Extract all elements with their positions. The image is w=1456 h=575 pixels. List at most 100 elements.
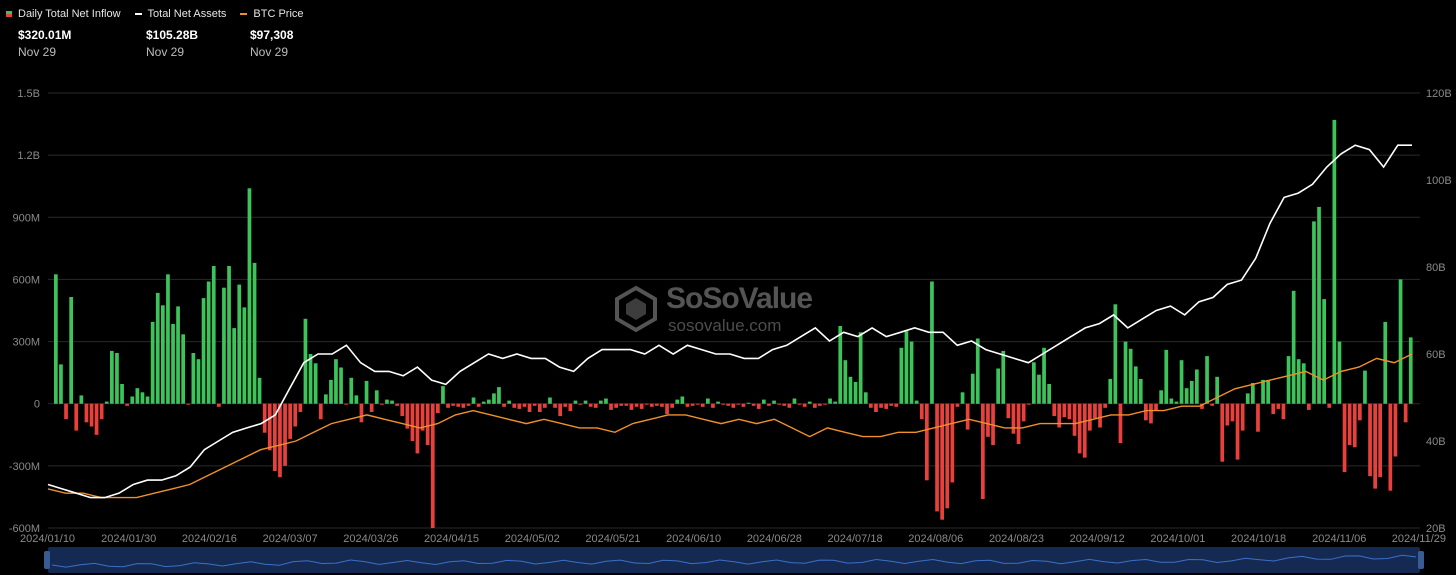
inflow-bar bbox=[329, 379, 333, 404]
inflow-bar bbox=[700, 403, 705, 407]
inflow-bar bbox=[777, 403, 781, 405]
inflow-bar bbox=[1388, 403, 1393, 491]
x-axis-tick: 2024/05/21 bbox=[585, 533, 640, 545]
inflow-bar bbox=[171, 324, 175, 404]
inflow-bar bbox=[1108, 378, 1113, 404]
inflow-bar bbox=[150, 321, 155, 404]
inflow-bar bbox=[456, 403, 461, 407]
inflow-bar bbox=[553, 403, 557, 408]
inflow-bar bbox=[1378, 403, 1382, 478]
inflow-bar bbox=[130, 396, 135, 404]
price-readout: $97,308 Nov 29 bbox=[250, 28, 293, 59]
inflow-bar bbox=[1077, 403, 1082, 454]
inflow-bar bbox=[110, 350, 114, 404]
x-axis-tick: 2024/10/01 bbox=[1150, 533, 1205, 545]
inflow-bar bbox=[1220, 403, 1225, 462]
inflow-bar bbox=[227, 266, 231, 404]
inflow-bar bbox=[894, 403, 899, 407]
inflow-bar bbox=[1312, 221, 1316, 404]
inflow-bar bbox=[1200, 403, 1204, 409]
inflow-bar bbox=[436, 403, 440, 413]
inflow-bar bbox=[1251, 383, 1255, 404]
btc-price-line bbox=[47, 353, 1413, 499]
inflow-bar bbox=[1021, 403, 1026, 422]
inflow-bar bbox=[833, 401, 837, 404]
inflow-bar bbox=[1240, 403, 1245, 431]
assets-value: $105.28B bbox=[146, 28, 199, 42]
inflow-bar bbox=[660, 403, 664, 407]
inflow-bar bbox=[211, 266, 216, 404]
inflow-bar bbox=[1057, 403, 1062, 428]
left-axis-tick: -300M bbox=[9, 461, 40, 473]
x-axis-tick: 2024/01/30 bbox=[101, 533, 156, 545]
inflow-bar bbox=[420, 403, 425, 431]
inflow-bar bbox=[380, 403, 384, 405]
inflow-bar bbox=[558, 403, 562, 417]
inflow-bar bbox=[1006, 403, 1011, 419]
inflow-bar bbox=[537, 403, 542, 412]
inflow-bar bbox=[1291, 290, 1296, 404]
navigator-track[interactable] bbox=[48, 547, 1420, 573]
inflow-bar bbox=[257, 377, 262, 404]
inflow-bar bbox=[807, 401, 812, 404]
inflow-bar bbox=[359, 403, 364, 423]
inflow-bar bbox=[797, 403, 802, 405]
x-axis-tick: 2024/08/23 bbox=[989, 533, 1044, 545]
range-navigator[interactable] bbox=[44, 547, 1424, 573]
inflow-bar bbox=[975, 338, 980, 404]
right-axis-labels: 120B 100B 80B 60B 40B 20B bbox=[1426, 88, 1452, 535]
inflow-bar bbox=[619, 403, 624, 406]
inflow-bar bbox=[1205, 356, 1209, 404]
inflow-bar bbox=[273, 403, 277, 471]
inflow-bar bbox=[746, 402, 751, 404]
inflow-bar bbox=[324, 394, 328, 404]
inflow-bar bbox=[507, 400, 511, 404]
inflow-bar bbox=[889, 403, 894, 406]
navigator-left-handle[interactable] bbox=[44, 551, 50, 569]
inflow-bar bbox=[772, 400, 776, 404]
inflow-bar bbox=[711, 403, 715, 408]
assets-readout: $105.28B Nov 29 bbox=[146, 28, 198, 59]
inflow-bar bbox=[665, 403, 669, 415]
inflow-bar bbox=[690, 403, 695, 406]
inflow-bar bbox=[517, 403, 522, 409]
inflow-bar bbox=[960, 392, 965, 404]
inflow-bar bbox=[1011, 403, 1016, 434]
inflow-bar bbox=[1347, 403, 1352, 446]
inflow-bar bbox=[1281, 403, 1286, 420]
inflow-bar bbox=[390, 400, 394, 404]
inflow-bar bbox=[166, 274, 170, 404]
right-axis-tick: 40B bbox=[1426, 436, 1446, 448]
inflow-bar bbox=[400, 403, 405, 417]
value-readout: $320.01M Nov 29 $105.28B Nov 29 $97,308 … bbox=[18, 28, 438, 62]
inflow-bar bbox=[1047, 384, 1051, 404]
watermark-url: sosovalue.com bbox=[668, 316, 782, 335]
x-axis-tick: 2024/11/06 bbox=[1312, 533, 1366, 545]
inflow-bar bbox=[634, 403, 639, 407]
inflow-bar bbox=[191, 353, 196, 404]
legend-item-assets[interactable]: Total Net Assets bbox=[134, 8, 226, 20]
inflow-bar bbox=[1082, 403, 1087, 458]
inflow-bar bbox=[945, 403, 950, 509]
inflow-bar bbox=[609, 403, 613, 410]
inflow-bar bbox=[863, 392, 868, 404]
chart-legend: Daily Total Net Inflow Total Net Assets … bbox=[6, 8, 318, 20]
inflow-bars bbox=[54, 119, 1413, 528]
inflow-bar bbox=[731, 403, 736, 408]
inflow-bar bbox=[1113, 304, 1118, 404]
legend-item-price[interactable]: BTC Price bbox=[240, 8, 304, 20]
inflow-bar bbox=[1052, 403, 1057, 417]
inflow-bar bbox=[680, 396, 685, 404]
inflow-bar bbox=[339, 367, 343, 404]
inflow-bar bbox=[624, 403, 629, 406]
inflow-bar bbox=[981, 403, 985, 499]
x-axis-tick: 2024/10/18 bbox=[1231, 533, 1286, 545]
navigator-right-handle[interactable] bbox=[1418, 551, 1424, 569]
inflow-bar bbox=[751, 403, 756, 406]
legend-item-inflow[interactable]: Daily Total Net Inflow bbox=[6, 8, 121, 20]
inflow-bar bbox=[99, 403, 104, 420]
inflow-bar bbox=[532, 403, 537, 406]
inflow-bar bbox=[79, 395, 84, 404]
sosovalue-logo-icon bbox=[615, 285, 657, 333]
